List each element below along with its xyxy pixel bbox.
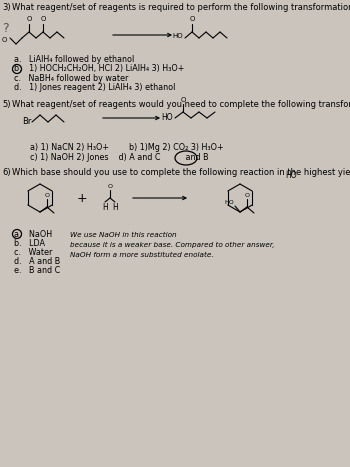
Text: a.   LiAlH₄ followed by ethanol: a. LiAlH₄ followed by ethanol [14,55,134,64]
Text: 5): 5) [2,100,10,109]
Text: c) 1) NaOH 2) Jones    d) A and C          and B: c) 1) NaOH 2) Jones d) A and C and B [30,153,209,162]
Text: Which base should you use to complete the following reaction in the highest yiel: Which base should you use to complete th… [12,168,350,177]
Text: O: O [44,193,49,198]
Text: HO: HO [224,200,234,205]
Text: O: O [107,184,112,189]
Text: HO: HO [172,33,183,39]
Text: e.   B and C: e. B and C [14,266,60,275]
Text: d.   1) Jones reagent 2) LiAlH₄ 3) ethanol: d. 1) Jones reagent 2) LiAlH₄ 3) ethanol [14,84,175,92]
Text: d.   A and B: d. A and B [14,257,60,266]
Text: HO: HO [285,171,297,181]
Text: O: O [26,16,32,22]
Text: b.   LDA: b. LDA [14,239,45,248]
Text: O: O [245,193,250,198]
Text: 3): 3) [2,3,10,12]
Text: a) 1) NaCN 2) H₃O+        b) 1)Mg 2) CO₂ 3) H₃O+: a) 1) NaCN 2) H₃O+ b) 1)Mg 2) CO₂ 3) H₃O… [30,143,224,152]
Text: We use NaOH in this reaction: We use NaOH in this reaction [70,232,177,238]
Text: ?: ? [2,22,9,35]
Text: What reagent/set of reagents would you need to complete the following transforma: What reagent/set of reagents would you n… [12,100,350,109]
Text: HO: HO [161,113,173,122]
Text: Br: Br [22,118,32,127]
Text: O: O [40,16,46,22]
Text: O: O [189,16,195,22]
Text: c.   NaBH₄ followed by water: c. NaBH₄ followed by water [14,74,128,83]
Text: c.   Water: c. Water [14,248,52,257]
Text: b.   1) HOCH₂CH₂OH, HCl 2) LiAlH₄ 3) H₃O+: b. 1) HOCH₂CH₂OH, HCl 2) LiAlH₄ 3) H₃O+ [14,64,184,73]
Text: O: O [180,97,186,103]
Text: NaOH form a more substituted enolate.: NaOH form a more substituted enolate. [70,252,214,258]
Text: H: H [102,203,108,212]
Text: What reagent/set of reagents is required to perform the following transformation: What reagent/set of reagents is required… [12,3,350,12]
Text: a.   NaOH: a. NaOH [14,230,52,239]
Text: because it is a weaker base. Compared to other answer,: because it is a weaker base. Compared to… [70,242,274,248]
Text: H: H [112,203,118,212]
Text: 6): 6) [2,168,10,177]
Text: O: O [2,37,7,43]
Text: +: + [77,191,87,205]
